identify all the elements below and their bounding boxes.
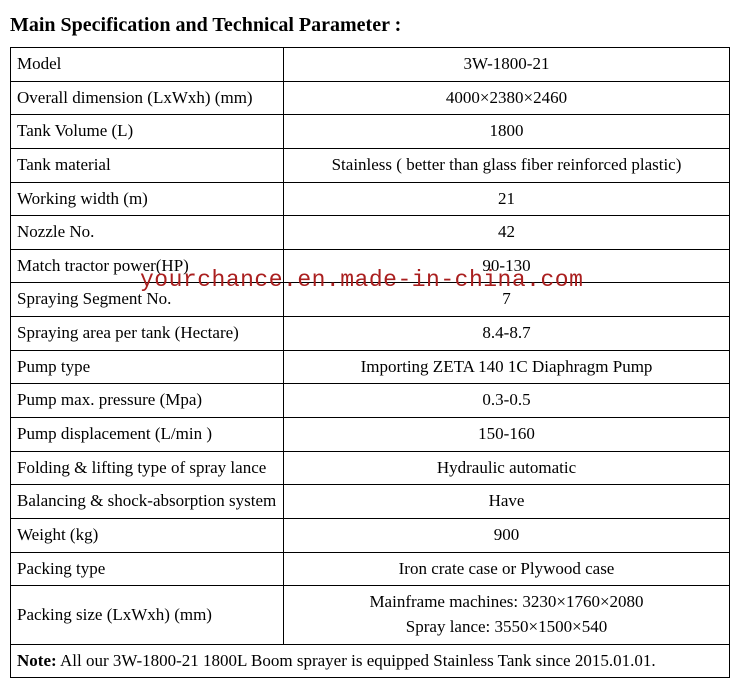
- param-value: 21: [284, 182, 730, 216]
- table-row: Spraying area per tank (Hectare) 8.4-8.7: [11, 317, 730, 351]
- param-label: Tank material: [11, 148, 284, 182]
- param-label: Match tractor power(HP): [11, 249, 284, 283]
- table-row: Spraying Segment No. 7: [11, 283, 730, 317]
- table-row: Balancing & shock-absorption system Have: [11, 485, 730, 519]
- table-note: Note: All our 3W-1800-21 1800L Boom spra…: [11, 644, 730, 678]
- page-title: Main Specification and Technical Paramet…: [10, 14, 740, 37]
- table-row: Pump displacement (L/min ) 150-160: [11, 418, 730, 452]
- param-value: 150-160: [284, 418, 730, 452]
- table-row: Packing type Iron crate case or Plywood …: [11, 552, 730, 586]
- table-row: Model 3W-1800-21: [11, 48, 730, 82]
- table-row: Weight (kg) 900: [11, 518, 730, 552]
- param-label: Spraying area per tank (Hectare): [11, 317, 284, 351]
- table-row: Pump type Importing ZETA 140 1C Diaphrag…: [11, 350, 730, 384]
- table-row: Tank material Stainless ( better than gl…: [11, 148, 730, 182]
- param-label: Packing size (LxWxh) (mm): [11, 586, 284, 644]
- note-prefix: Note:: [17, 651, 57, 670]
- table-note-row: Note: All our 3W-1800-21 1800L Boom spra…: [11, 644, 730, 678]
- param-value: Hydraulic automatic: [284, 451, 730, 485]
- param-label: Packing type: [11, 552, 284, 586]
- table-row: Working width (m) 21: [11, 182, 730, 216]
- table-row: Folding & lifting type of spray lance Hy…: [11, 451, 730, 485]
- param-value: Stainless ( better than glass fiber rein…: [284, 148, 730, 182]
- param-value: 900: [284, 518, 730, 552]
- param-label: Balancing & shock-absorption system: [11, 485, 284, 519]
- spec-table: Model 3W-1800-21 Overall dimension (LxWx…: [10, 47, 730, 678]
- param-value: Iron crate case or Plywood case: [284, 552, 730, 586]
- table-row: Match tractor power(HP) 90-130: [11, 249, 730, 283]
- table-row: Pump max. pressure (Mpa) 0.3-0.5: [11, 384, 730, 418]
- param-value: 4000×2380×2460: [284, 81, 730, 115]
- param-label: Tank Volume (L): [11, 115, 284, 149]
- table-row: Packing size (LxWxh) (mm) Mainframe mach…: [11, 586, 730, 644]
- param-label: Pump displacement (L/min ): [11, 418, 284, 452]
- param-label: Pump type: [11, 350, 284, 384]
- param-label: Pump max. pressure (Mpa): [11, 384, 284, 418]
- table-row: Tank Volume (L) 1800: [11, 115, 730, 149]
- note-text: All our 3W-1800-21 1800L Boom sprayer is…: [57, 651, 656, 670]
- param-label: Model: [11, 48, 284, 82]
- param-value: 3W-1800-21: [284, 48, 730, 82]
- param-value-line: Mainframe machines: 3230×1760×2080: [290, 590, 723, 615]
- param-label: Folding & lifting type of spray lance: [11, 451, 284, 485]
- param-value-line: Spray lance: 3550×1500×540: [290, 615, 723, 640]
- param-label: Spraying Segment No.: [11, 283, 284, 317]
- param-label: Working width (m): [11, 182, 284, 216]
- param-value: Importing ZETA 140 1C Diaphragm Pump: [284, 350, 730, 384]
- param-value: Mainframe machines: 3230×1760×2080 Spray…: [284, 586, 730, 644]
- param-value: 8.4-8.7: [284, 317, 730, 351]
- param-value: 0.3-0.5: [284, 384, 730, 418]
- param-value: 42: [284, 216, 730, 250]
- param-value: Have: [284, 485, 730, 519]
- param-value: 90-130: [284, 249, 730, 283]
- param-value: 7: [284, 283, 730, 317]
- param-label: Overall dimension (LxWxh) (mm): [11, 81, 284, 115]
- table-row: Overall dimension (LxWxh) (mm) 4000×2380…: [11, 81, 730, 115]
- param-label: Nozzle No.: [11, 216, 284, 250]
- param-value: 1800: [284, 115, 730, 149]
- param-label: Weight (kg): [11, 518, 284, 552]
- page-container: Main Specification and Technical Paramet…: [10, 14, 740, 678]
- table-row: Nozzle No. 42: [11, 216, 730, 250]
